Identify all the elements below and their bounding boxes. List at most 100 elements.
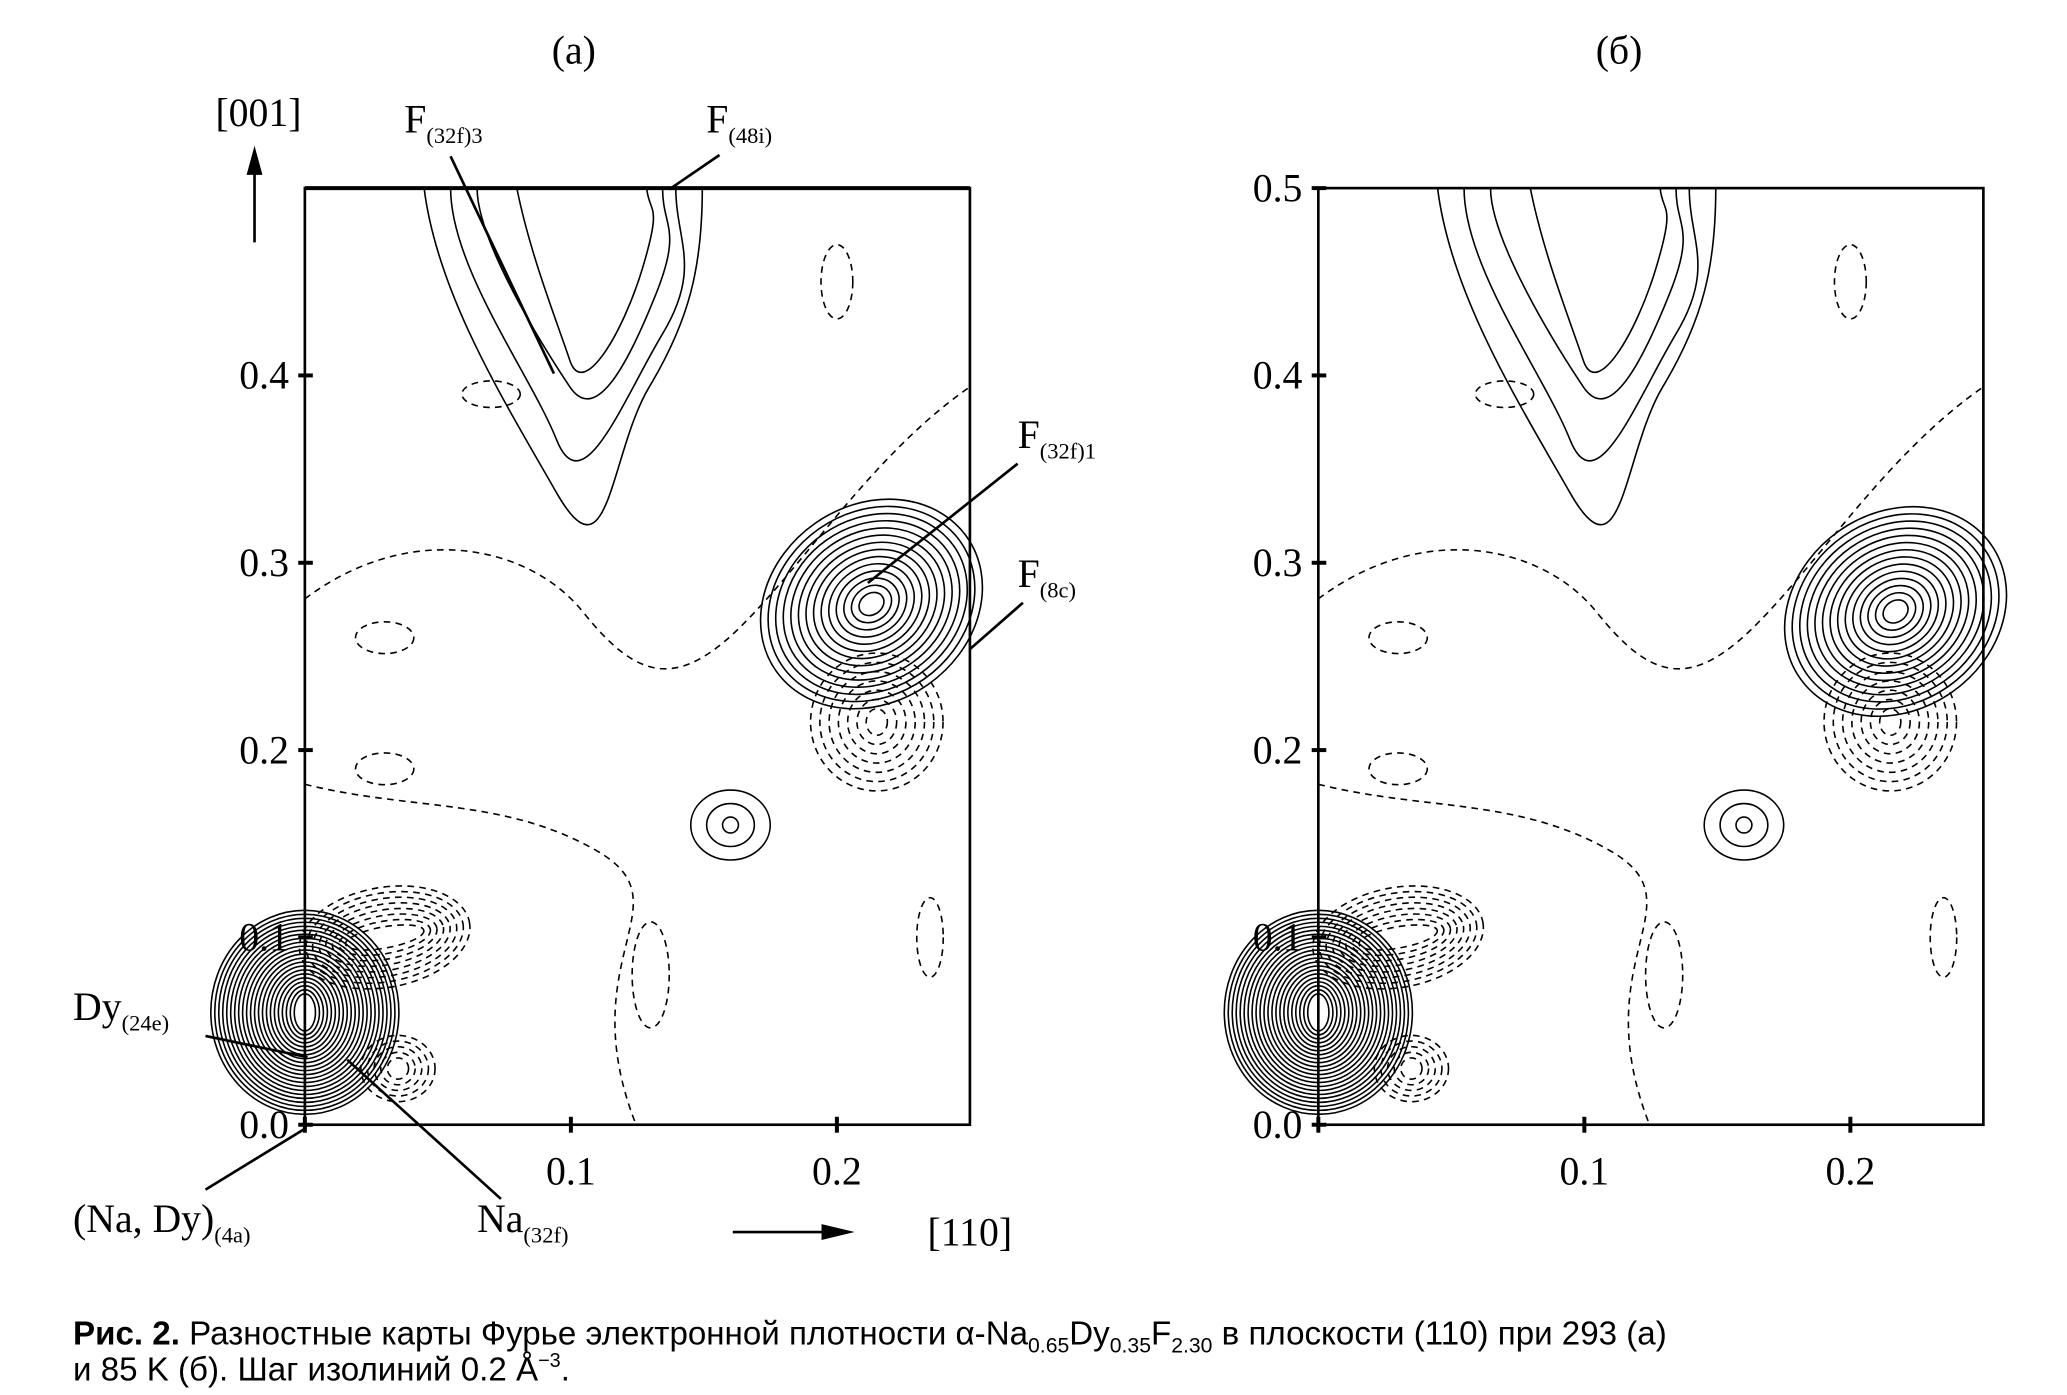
contour-line	[423, 188, 704, 526]
y-tick-label: 0.3	[239, 541, 289, 585]
axis-ticks-b: 0.0 0.1 0.2 0.3 0.4 0.5 0.1 0.2	[1253, 166, 1875, 1193]
contour-line	[1806, 527, 1985, 696]
contour-line	[1852, 570, 1940, 653]
contour-line	[354, 752, 415, 786]
contour-line	[837, 680, 917, 764]
contour-line	[298, 885, 471, 990]
contour-line	[516, 187, 655, 374]
contour-line	[1312, 885, 1485, 990]
contour-line	[797, 534, 946, 674]
axis-ticks-a: 0.0 0.1 0.2 0.3 0.4 0.1 0.2	[239, 354, 861, 1194]
contour-line	[1463, 188, 1699, 462]
x-tick-label: 0.1	[546, 1149, 596, 1193]
leader-na32f	[346, 1058, 502, 1200]
contour-line	[1874, 591, 1917, 631]
contour-line	[1393, 1051, 1430, 1086]
contour-line	[774, 512, 969, 696]
contour-line	[344, 924, 425, 951]
y-tick-label: 0.1	[239, 916, 289, 960]
annotation-dy24e: Dy(24e)	[73, 985, 169, 1036]
contour-line	[820, 243, 854, 320]
y-tick-label: 0.5	[1253, 166, 1303, 210]
contour-line	[1331, 902, 1465, 973]
x-tick-label: 0.1	[1560, 1149, 1610, 1193]
contour-line	[386, 1057, 410, 1080]
contour-line	[1373, 1034, 1450, 1103]
contour-line	[1841, 670, 1939, 774]
contour-line	[331, 913, 438, 962]
contour-line	[790, 527, 953, 681]
contour-line	[858, 591, 885, 617]
contour-line	[304, 386, 971, 670]
contour-line	[1400, 1057, 1423, 1080]
contour-line	[812, 548, 931, 660]
leader-f32f3	[449, 155, 556, 375]
y-arrow-head-icon	[246, 145, 263, 175]
contour-line	[1368, 752, 1429, 786]
y-tick-label: 0.4	[239, 354, 289, 398]
contour-line	[767, 505, 976, 703]
contour-line	[759, 498, 984, 710]
contour-line	[915, 896, 945, 978]
contour-line	[1783, 505, 2008, 718]
y-tick-label: 0.4	[1253, 354, 1303, 398]
contour-line	[631, 921, 671, 1029]
panel-b: (б) 0.0 0.1 0.2 0.3 0.4 0.5 0.1 0.2	[1223, 29, 2008, 1193]
contour-line	[1869, 698, 1911, 746]
contour-line	[1882, 599, 1909, 624]
caption-line-2: и 85 K (б). Шаг изолиний 0.2 Å−3.	[73, 1350, 570, 1388]
contour-line	[305, 890, 465, 985]
contour-line	[1489, 188, 1684, 400]
y-tick-label: 0.1	[1253, 916, 1303, 960]
caption-line-1: Рис. 2. Разностные карты Фурье электронн…	[73, 1316, 1667, 1358]
contour-line	[461, 380, 522, 409]
contour-line	[1318, 783, 1651, 1126]
contour-line	[449, 188, 686, 462]
contour-line	[1791, 513, 2000, 710]
y-axis-label: [001]	[215, 91, 301, 135]
contour-line	[1833, 243, 1868, 320]
contour-line	[318, 902, 451, 973]
contour-line	[1814, 534, 1978, 689]
contour-line	[705, 802, 756, 848]
contour-line	[354, 621, 415, 655]
contour-line	[850, 584, 893, 624]
contour-line	[1703, 789, 1785, 861]
contour-line	[1719, 802, 1769, 848]
contour-line	[1338, 907, 1458, 968]
contour-line	[1345, 913, 1452, 962]
annotation-f48i: F(48i)	[706, 97, 772, 148]
contour-line	[1799, 520, 1993, 703]
panel-label-a: (a)	[552, 29, 596, 73]
contour-line	[373, 1045, 423, 1092]
x-axis-label: [110]	[928, 1210, 1013, 1254]
contour-line	[311, 896, 458, 979]
contour-line	[819, 661, 935, 783]
contour-line	[1325, 896, 1472, 979]
contour-line	[828, 670, 926, 774]
contour-line	[360, 1034, 436, 1103]
contour-line	[835, 570, 908, 638]
contour-line	[689, 789, 772, 861]
x-tick-label: 0.2	[812, 1149, 862, 1193]
contour-line	[721, 816, 740, 834]
contour-line	[782, 519, 961, 689]
leader-f8c	[969, 601, 1024, 651]
contour-line	[820, 555, 923, 653]
contour-line	[1836, 556, 1955, 667]
figure-caption: Рис. 2. Разностные карты Фурье электронн…	[73, 1316, 1667, 1389]
contour-line	[1832, 661, 1949, 783]
contour-line	[1735, 816, 1753, 834]
contour-line	[476, 188, 671, 400]
contour-line	[304, 783, 637, 1126]
contour-line	[856, 698, 898, 746]
contour-line	[1644, 921, 1684, 1029]
contour-line	[1318, 890, 1478, 985]
contour-line	[379, 1051, 416, 1086]
panel-a: (a) [001] [110] 0.0 0.1 0.2 0.3 0.4 0.1 0.2 F(…	[73, 29, 1096, 1255]
contour-line	[1436, 188, 1717, 526]
contour-line	[1867, 584, 1924, 639]
y-tick-label: 0.3	[1253, 541, 1303, 585]
contour-line	[805, 541, 938, 667]
